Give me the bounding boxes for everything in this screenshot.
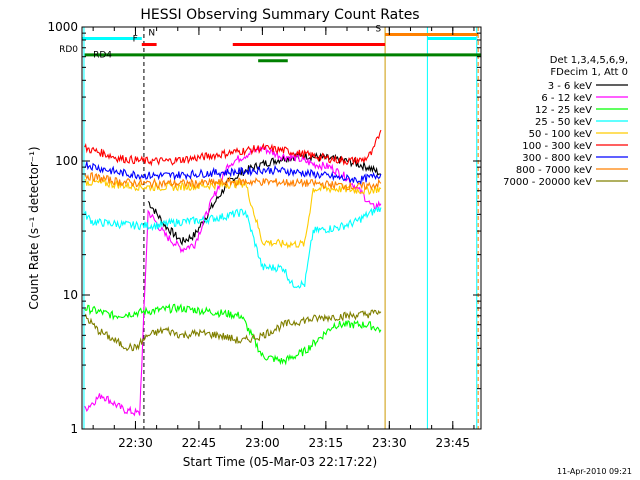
plot-frame — [81, 26, 482, 430]
x-tick-label: 23:45 — [435, 436, 470, 450]
legend-header-line: FDecim 1, Att 0 — [550, 67, 628, 78]
chart-title: HESSI Observing Summary Count Rates — [140, 7, 419, 23]
axes: 1 10 100 1000 22:30 22:45 23:00 23:15 23:30 23:45 — [47, 20, 482, 450]
x-tick-label: 23:15 — [309, 436, 344, 450]
legend-entry-label: 25 - 50 keV — [535, 117, 592, 128]
legend-entry-label: 12 - 25 keV — [535, 105, 592, 116]
y-tick-label: 1 — [70, 422, 78, 436]
legend: Det 1,3,4,5,6,9,FDecim 1, Att 0 3 - 6 keV… — [503, 55, 628, 188]
legend-entry-label: 800 - 7000 keV — [516, 165, 592, 176]
series-line — [84, 129, 382, 167]
series-line — [84, 176, 382, 250]
series-line — [147, 151, 381, 246]
x-tick-label: 22:30 — [118, 436, 153, 450]
y-tick-label: 10 — [63, 288, 78, 302]
x-tick-label: 23:30 — [372, 436, 407, 450]
series-line — [84, 309, 382, 352]
series-line — [84, 161, 382, 186]
series-line — [84, 144, 382, 417]
flag-label-f: F — [133, 35, 138, 45]
series-line — [84, 206, 382, 289]
footer-timestamp: 11-Apr-2010 09:21 — [557, 467, 632, 476]
legend-entry-label: 7000 - 20000 keV — [503, 177, 592, 188]
legend-entry-label: 50 - 100 keV — [529, 129, 593, 140]
plot-area: NF S RD0 RD4 — [59, 24, 481, 429]
series-line — [84, 171, 382, 191]
legend-entry-label: 3 - 6 keV — [548, 81, 592, 92]
x-tick-label: 22:45 — [182, 436, 217, 450]
series-line — [84, 303, 382, 366]
y-axis-label: Count Rate (s⁻¹ detector⁻¹) — [27, 146, 41, 309]
x-axis-label: Start Time (05-Mar-03 22:17:22) — [183, 455, 377, 469]
y-tick-label: 1000 — [47, 20, 78, 34]
x-tick-label: 23:00 — [245, 436, 280, 450]
flag-label-rd0: RD0 — [59, 45, 78, 55]
flag-label-n: N — [148, 29, 155, 39]
legend-entry-label: 6 - 12 keV — [541, 93, 592, 104]
flag-label-s: S — [375, 24, 381, 34]
legend-header-line: Det 1,3,4,5,6,9, — [550, 55, 628, 66]
legend-entry-label: 300 - 800 keV — [522, 153, 592, 164]
y-tick-label: 100 — [55, 154, 78, 168]
legend-entry-label: 100 - 300 keV — [522, 141, 592, 152]
flag-label-rd4: RD4 — [93, 51, 112, 61]
